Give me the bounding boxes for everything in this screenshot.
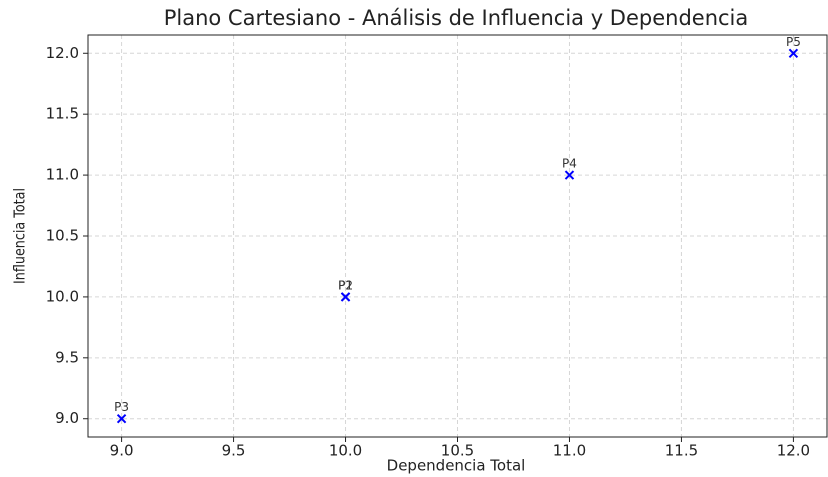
y-tick-label: 10.5 (46, 227, 79, 245)
y-tick-label: 11.5 (46, 105, 79, 123)
x-tick-label: 11.5 (665, 442, 698, 460)
point-label: P1 (338, 278, 353, 292)
point (788, 48, 799, 58)
x-axis-label: Dependencia Total (387, 457, 526, 475)
y-tick-label: 9.0 (55, 409, 79, 427)
y-tick-label: 10.0 (46, 287, 79, 305)
point-label: P3 (114, 400, 129, 414)
x-tick-label: 10.5 (441, 442, 474, 460)
y-axis-label: Influencia Total (11, 188, 28, 284)
y-tick-label: 9.5 (55, 348, 79, 366)
point-label: P2 (338, 278, 353, 292)
point-label: P5 (786, 35, 801, 49)
point (340, 292, 351, 302)
x-tick-label: 12.0 (777, 442, 810, 460)
y-tick-label: 12.0 (46, 44, 79, 62)
plot-frame (87, 34, 828, 438)
point-label: P4 (562, 157, 577, 171)
x-tick-label: 9.5 (222, 442, 246, 460)
y-tick-label: 11.0 (46, 166, 79, 184)
chart-title: Plano Cartesiano - Análisis de Influenci… (164, 6, 749, 30)
point (116, 414, 127, 424)
x-tick-label: 9.0 (110, 442, 134, 460)
point (564, 170, 575, 180)
x-tick-label: 10.0 (329, 442, 362, 460)
x-tick-label: 11.0 (553, 442, 586, 460)
